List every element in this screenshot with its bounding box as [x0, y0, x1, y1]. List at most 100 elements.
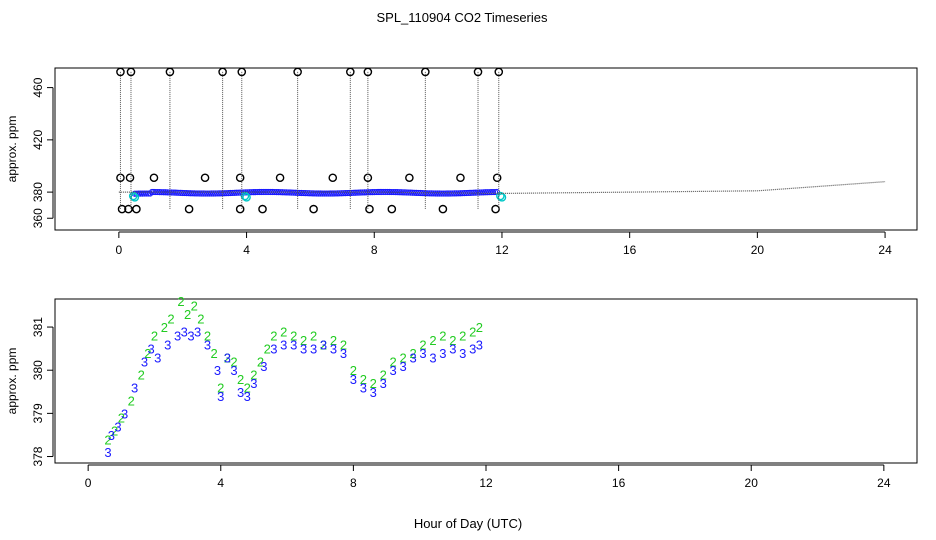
series-3-point: 3 — [419, 346, 426, 361]
ambient-point — [442, 190, 449, 197]
high-excursions-point — [293, 67, 302, 77]
mid-excursions-point — [492, 173, 502, 183]
bottom-x-tick-label: 8 — [350, 476, 357, 490]
series-3-point: 3 — [244, 389, 251, 404]
bottom-y-tick-label: 381 — [31, 317, 45, 337]
ambient-point — [300, 189, 307, 197]
ambient-point — [189, 190, 196, 197]
ambient-point — [233, 189, 240, 196]
bottom-x-axis: 0 4 8 12 16 20 24 — [85, 464, 891, 490]
series-3-point: 3 — [280, 337, 287, 352]
series-3-point: 3 — [439, 346, 446, 361]
x-axis-label: Hour of Day (UTC) — [414, 516, 522, 531]
series-3-point: 3 — [250, 376, 257, 391]
top-x-tick-label: 4 — [243, 243, 250, 257]
ambient-point — [488, 189, 495, 196]
low-excursions-point — [438, 204, 448, 214]
series-3-point: 3 — [260, 359, 267, 374]
ambient-point — [208, 190, 215, 197]
top-y-tick-label: 460 — [31, 77, 45, 97]
series-2-point: 2 — [459, 329, 466, 344]
series-3-point: 3 — [141, 355, 148, 370]
series-3-point: 3 — [108, 428, 115, 443]
top-x-tick-label: 8 — [371, 243, 378, 257]
series-3-point: 3 — [181, 324, 188, 339]
series-3-point: 3 — [469, 342, 476, 357]
series-2-point: 2 — [469, 324, 476, 339]
low-excursions-point — [491, 204, 500, 214]
bottom-y-axis-label: approx. ppm — [5, 348, 19, 415]
ambient-point — [185, 190, 192, 197]
ambient-point — [215, 190, 223, 197]
bottom-x-tick-label: 16 — [612, 476, 626, 490]
series-3-point: 3 — [270, 342, 277, 357]
ambient-point — [443, 190, 451, 197]
mid-excursions-point — [125, 173, 135, 183]
top-plot-frame — [54, 67, 918, 231]
ambient-point — [304, 190, 311, 197]
bottom-plot-frame — [54, 298, 918, 464]
ambient-point — [325, 190, 332, 197]
ambient-point — [321, 190, 328, 197]
series-2-point: 2 — [280, 324, 287, 339]
ambient-point — [319, 190, 326, 197]
series-2-point: 2 — [144, 346, 151, 361]
series-3-point: 3 — [476, 337, 483, 352]
top-y-tick-label: 380 — [31, 182, 45, 202]
bottom-y-axis: 378 379 380 381 — [31, 317, 54, 467]
ambient-point — [143, 190, 150, 197]
ambient-point — [202, 190, 209, 197]
series-2-point: 2 — [237, 372, 244, 387]
series-2-point: 2 — [167, 311, 174, 326]
ambient-point — [428, 190, 435, 197]
series-2-point: 2 — [360, 372, 367, 387]
series-2-point: 2 — [290, 329, 297, 344]
top-panel: approx. ppm 0 4 8 12 16 20 24 360 380 420 460 — [5, 67, 918, 257]
ambient-point — [175, 189, 182, 196]
high-excursions-point — [218, 67, 227, 77]
ambient-point — [426, 190, 433, 197]
series-2-point: 2 — [257, 355, 264, 370]
series-2-point: 2 — [419, 337, 426, 352]
series-3-point: 3 — [459, 346, 466, 361]
series-2-point: 2 — [204, 329, 211, 344]
series-2-point: 2 — [177, 294, 184, 309]
series-2-point: 2 — [449, 333, 456, 348]
series-2-point: 2 — [138, 368, 145, 383]
series-3-point: 3 — [340, 346, 347, 361]
series-3-point: 3 — [300, 342, 307, 357]
ambient-point — [225, 189, 232, 197]
high-excursions-point — [421, 67, 430, 77]
series-2-point: 2 — [380, 368, 387, 383]
high-excursions-point — [363, 67, 373, 77]
ambient-point — [139, 190, 146, 197]
bottom-y-tick-label: 378 — [31, 446, 45, 466]
ambient-point — [231, 189, 238, 196]
ambient-point — [307, 190, 315, 197]
ambient-point — [336, 190, 343, 197]
series-3-point: 3 — [399, 359, 406, 374]
ambient-point — [313, 190, 320, 197]
series-3-point: 3 — [204, 337, 211, 352]
ambient-point — [145, 190, 152, 197]
series-3-point: 3 — [121, 406, 128, 421]
series-2-point: 2 — [429, 333, 436, 348]
series-2-point: 2 — [211, 346, 218, 361]
low-excursions-point — [184, 204, 194, 214]
top-x-tick-label: 16 — [623, 243, 637, 257]
ambient-point — [191, 190, 198, 197]
ambient-point — [173, 189, 181, 196]
series-3-point: 3 — [148, 342, 155, 357]
cal-periods-point — [496, 191, 505, 201]
mid-excursions-point — [149, 173, 159, 183]
ambient-point — [210, 190, 217, 197]
series-2-point: 2 — [230, 355, 237, 370]
series-2-point: 2 — [244, 380, 251, 395]
mid-excursions-point — [275, 173, 285, 183]
series-3-point: 3 — [230, 363, 237, 378]
ambient-point — [342, 190, 349, 197]
ambient-point — [422, 190, 430, 197]
series-3-point: 3 — [310, 342, 317, 357]
ambient-point — [438, 190, 445, 197]
mid-excursions-point — [235, 173, 245, 183]
